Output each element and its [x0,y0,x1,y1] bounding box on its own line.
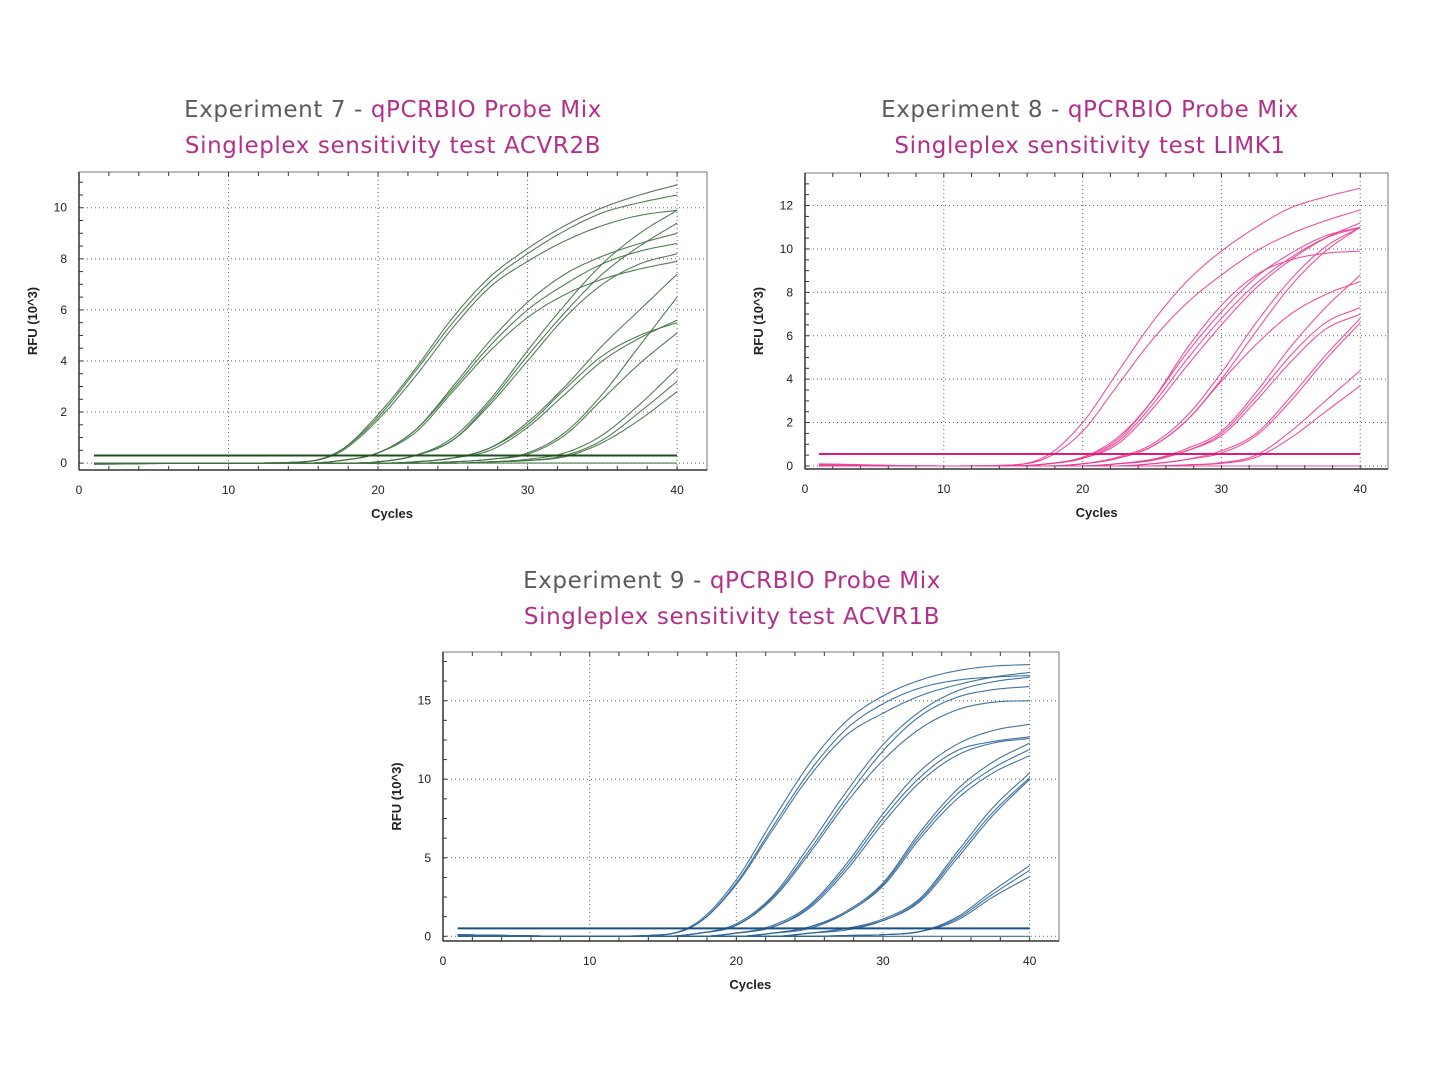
y-tick-label: 0 [424,929,431,943]
chart-2-title-prefix: Experiment 8 - [881,97,1068,123]
x-axis-title: Cycles [729,977,771,992]
x-tick-label: 0 [76,483,83,497]
chart-3-title-product: qPCRBIO Probe Mix [709,568,941,594]
x-axis-title: Cycles [1076,505,1118,520]
y-tick-label: 15 [418,694,432,708]
x-tick-label: 0 [440,954,447,968]
y-axis-title: RFU (10^3) [389,762,404,830]
y-axis-title: RFU (10^3) [25,287,40,355]
chart-2-title: Experiment 8 - qPCRBIO Probe Mix Singlep… [840,92,1340,164]
y-tick-label: 6 [60,303,67,317]
chart-2: 0 10 20 30 40 0 2 4 6 8 10 12 Cycles RFU (10^3) [751,172,1389,520]
chart-3-title-prefix: Experiment 9 - [523,568,710,594]
x-tick-label: 20 [1076,482,1090,496]
plot-frame [78,171,708,471]
amplification-curve [93,462,678,465]
x-tick-label: 30 [521,483,535,497]
x-tick-label: 30 [1215,482,1229,496]
y-tick-label: 2 [786,416,793,430]
x-tick-label: 20 [371,483,385,497]
y-tick-label: 4 [786,372,793,386]
y-tick-label: 4 [60,354,67,368]
y-tick-label: 8 [786,285,793,299]
chart-1-title-prefix: Experiment 7 - [184,97,371,123]
plot-frame [804,172,1389,470]
chart-1: 0 10 20 30 40 0 2 4 6 8 10 Cycles RFU (10^3) [25,171,708,521]
x-tick-label: 40 [670,483,684,497]
y-axis-title: RFU (10^3) [751,287,766,355]
chart-2-title-product: qPCRBIO Probe Mix [1067,97,1299,123]
x-axis-title: Cycles [371,506,413,521]
chart-1-subtitle: Singleplex sensitivity test ACVR2B [184,133,602,159]
y-tick-label: 0 [786,459,793,473]
x-tick-label: 40 [1354,482,1368,496]
chart-3-title: Experiment 9 - qPCRBIO Probe Mix Singlep… [482,563,982,635]
x-tick-label: 10 [222,483,236,497]
amplification-curve [457,934,1030,937]
y-tick-label: 6 [786,329,793,343]
y-tick-label: 8 [60,252,67,266]
y-tick-label: 0 [60,456,67,470]
y-tick-label: 10 [54,201,68,215]
chart-1-title: Experiment 7 - qPCRBIO Probe Mix Singlep… [143,92,643,164]
y-tick-label: 12 [780,199,794,213]
plot-frame [442,651,1060,942]
y-tick-label: 10 [418,772,432,786]
x-tick-label: 30 [876,954,890,968]
x-tick-label: 40 [1023,954,1037,968]
chart-3-subtitle: Singleplex sensitivity test ACVR1B [523,604,941,630]
y-tick-label: 5 [424,851,431,865]
x-tick-label: 0 [802,482,809,496]
y-tick-label: 2 [60,405,67,419]
x-tick-label: 20 [730,954,744,968]
x-tick-label: 10 [937,482,951,496]
chart-1-title-product: qPCRBIO Probe Mix [370,97,602,123]
x-tick-label: 10 [583,954,597,968]
amplification-curve [818,463,1361,467]
chart-2-subtitle: Singleplex sensitivity test LIMK1 [894,133,1286,159]
chart-3: 0 10 20 30 40 0 5 10 15 Cycles RFU (10^3) [389,651,1060,992]
y-tick-label: 10 [780,242,794,256]
